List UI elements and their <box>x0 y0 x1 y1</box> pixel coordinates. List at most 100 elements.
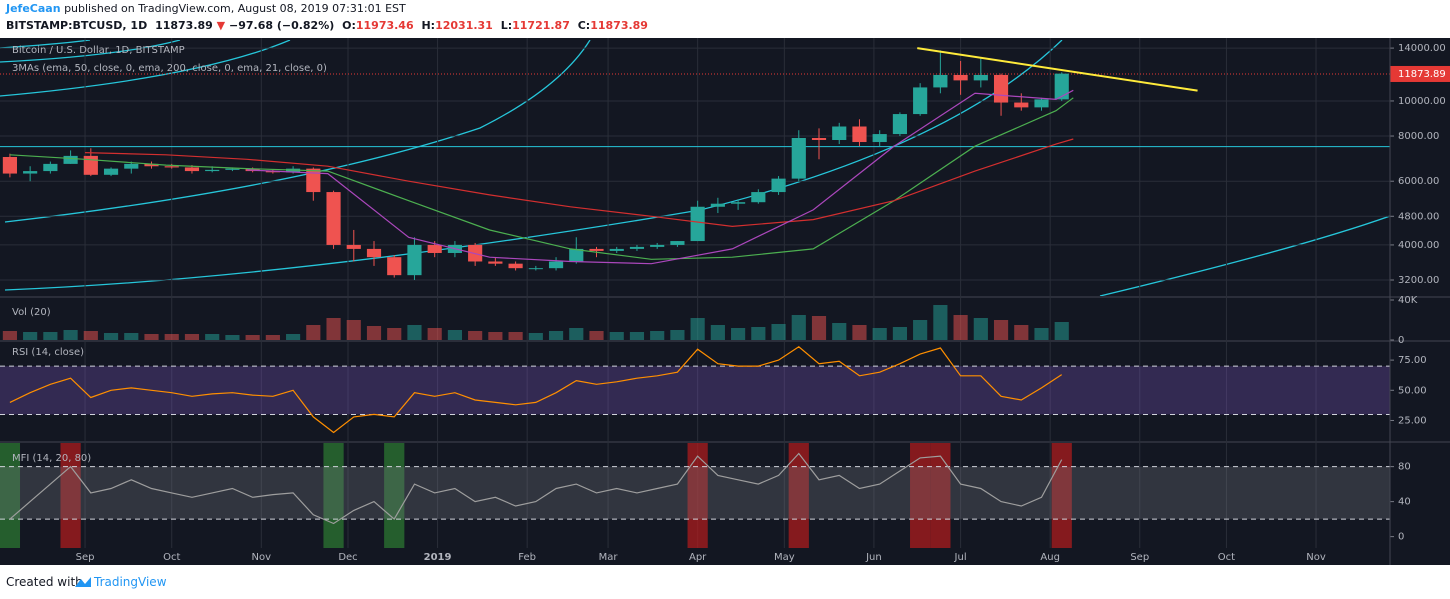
footer: Created with TradingView <box>0 565 1450 599</box>
volume-bar <box>23 332 38 340</box>
candle-body <box>366 248 382 258</box>
candle-body <box>83 155 98 175</box>
y-tick-label: 8000.00 <box>1398 131 1439 142</box>
candle-body <box>205 169 220 172</box>
volume-bar <box>832 323 847 340</box>
arc <box>0 40 91 49</box>
oversold-zone <box>0 443 21 548</box>
candle-body <box>528 268 543 270</box>
volume-bar <box>144 334 159 340</box>
indicator-line <box>9 452 1063 525</box>
volume-bar <box>548 331 564 340</box>
candle-body <box>872 134 887 143</box>
volume-bar <box>366 326 382 340</box>
candle-body <box>548 261 564 269</box>
candle-body <box>832 126 847 140</box>
y-tick-label: 4000.00 <box>1398 240 1439 251</box>
high-label: H: <box>421 19 436 32</box>
close: 11873.89 <box>590 19 648 32</box>
price-label-box <box>1390 65 1450 82</box>
volume-bar <box>993 320 1009 340</box>
candle-body <box>933 74 948 88</box>
candle-body <box>791 137 806 179</box>
arc <box>0 40 291 97</box>
y-tick-label: 10000.00 <box>1398 96 1446 107</box>
volume-bar <box>83 331 98 340</box>
x-tick-label: Aug <box>1040 552 1060 563</box>
volume-bar <box>468 331 483 340</box>
overbought-zone <box>910 443 931 548</box>
candle-body <box>650 244 665 247</box>
y-tick-label: 4800.00 <box>1398 211 1439 222</box>
moving-average <box>9 97 1074 260</box>
indicator-line <box>9 346 1063 434</box>
overbought-zone <box>60 443 81 548</box>
y-tick-label: 80 <box>1398 462 1411 473</box>
close-label: C: <box>577 19 591 32</box>
y-tick-label: 75.00 <box>1398 355 1427 366</box>
candle-body <box>1014 102 1029 108</box>
band-fill <box>0 466 1390 520</box>
candle-body <box>23 171 38 174</box>
symbol: BITSTAMP:BTCUSD, 1D <box>6 19 148 32</box>
candle-body <box>569 248 584 262</box>
y-tick-label: 25.00 <box>1398 415 1427 426</box>
volume-bar <box>63 330 78 340</box>
arc <box>1099 215 1390 296</box>
y-tick-label: 0 <box>1398 532 1404 543</box>
y-tick-label: 40 <box>1398 497 1411 508</box>
candle-body <box>751 192 766 203</box>
x-tick-label: Mar <box>599 552 619 563</box>
y-tick-label: 3200.00 <box>1398 275 1439 286</box>
volume-bar <box>387 328 402 340</box>
volume-bar <box>164 334 179 340</box>
rsi-title: RSI (14, close) <box>12 347 84 358</box>
volume-bar <box>933 305 948 340</box>
candle-body <box>144 163 159 167</box>
arc <box>4 40 591 223</box>
candle-body <box>731 202 746 204</box>
volume-bar <box>184 334 200 340</box>
x-tick-label: May <box>774 552 795 563</box>
volume-bar <box>427 328 442 340</box>
volume-bar <box>488 332 503 340</box>
x-tick-label: Feb <box>518 552 536 563</box>
candle-body <box>427 244 442 253</box>
volume-bar <box>650 331 665 340</box>
arrow: ▼ <box>216 19 226 32</box>
volume-bar <box>447 330 462 340</box>
volume-bar <box>306 325 321 340</box>
candle-body <box>710 203 725 207</box>
volume-bar <box>286 334 301 340</box>
volume-bar <box>731 328 746 340</box>
volume-bar <box>771 324 786 340</box>
chart: Sep Oct Nov Dec 2019 Feb Mar Apr May Jun Jul Aug Sep… <box>0 38 1450 565</box>
volume-bar <box>609 332 624 340</box>
volume-bar <box>791 315 806 340</box>
arc <box>0 40 181 63</box>
x-tick-label: Sep <box>1130 552 1149 563</box>
x-tick-label: Oct <box>1218 552 1235 563</box>
speed-arcs <box>0 40 1390 296</box>
logo-shape <box>75 577 91 587</box>
x-tick-label: Nov <box>1306 552 1326 563</box>
x-tick-label: Dec <box>338 552 357 563</box>
candle-body <box>913 87 928 115</box>
candle-body <box>63 155 78 164</box>
moving-average <box>246 89 1074 265</box>
volume-bar <box>326 318 341 340</box>
brand[interactable]: TradingView <box>94 575 167 589</box>
candle-body <box>993 74 1009 103</box>
main-title: Bitcoin / U.S. Dollar, 1D, BITSTAMP <box>12 45 185 56</box>
candle-body <box>589 248 604 251</box>
author[interactable]: JefeCaan <box>6 2 61 15</box>
plot-layer: Sep Oct Nov Dec 2019 Feb Mar Apr May Jun Jul Aug Sep… <box>0 38 1450 563</box>
volume-bar <box>1014 325 1029 340</box>
y-tick-label: 14000.00 <box>1398 43 1446 54</box>
volume-bar <box>346 320 361 340</box>
volume-bar <box>710 325 725 340</box>
candle-body <box>43 163 58 172</box>
x-tick-label: Jun <box>865 552 882 563</box>
volume-title: Vol (20) <box>12 307 51 318</box>
